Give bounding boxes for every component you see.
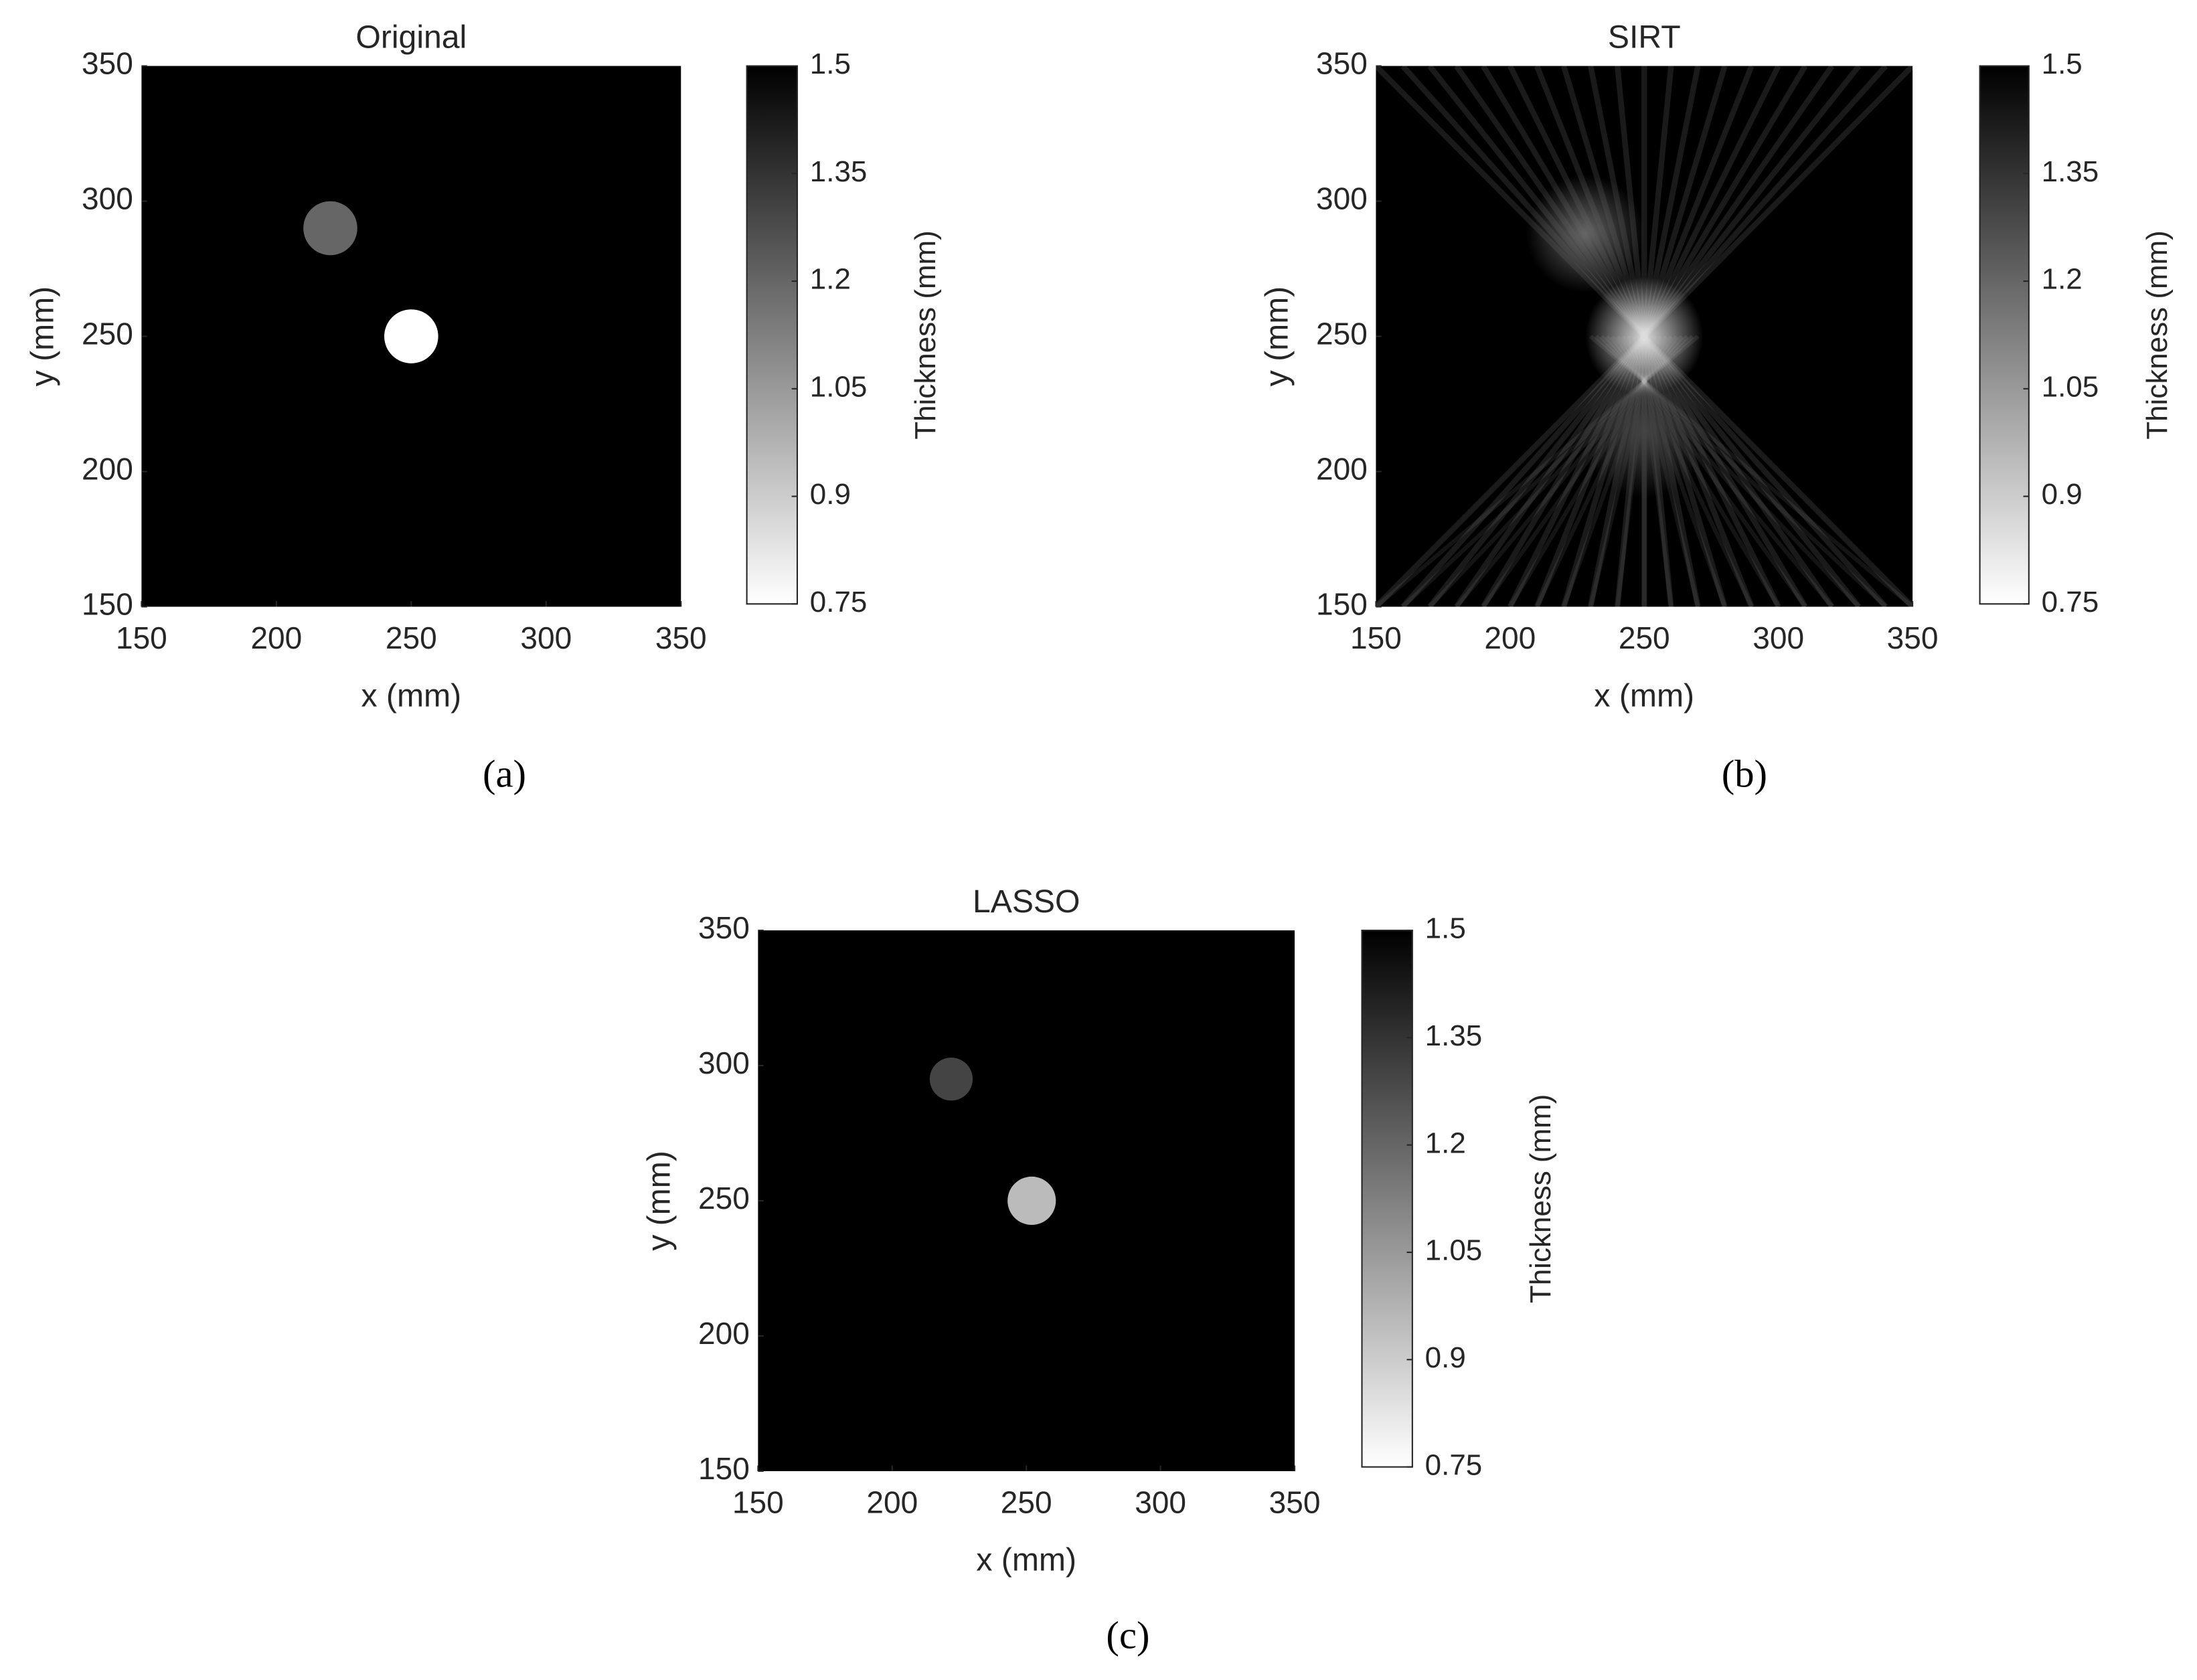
colorbar-tick-label: 1.35 — [2042, 155, 2099, 188]
y-axis-label: y (mm) — [25, 286, 61, 387]
colorbar-label: Thickness (mm) — [909, 230, 942, 439]
colorbar-tick-label: 0.75 — [810, 586, 868, 618]
x-tick-label: 300 — [520, 620, 572, 655]
colorbar-tick-label: 0.75 — [2042, 586, 2099, 618]
x-tick-label: 350 — [1887, 620, 1939, 655]
panel: 150 200 250 300 350 150 200 250 300 350 SIRT x (mm)… — [1259, 19, 2174, 796]
y-tick-label: 300 — [82, 181, 133, 216]
x-tick-label: 250 — [386, 620, 437, 655]
x-tick-label: 200 — [250, 620, 302, 655]
colorbar-tick-label: 1.2 — [810, 263, 851, 296]
colorbar-tick-label: 1.2 — [2042, 263, 2083, 296]
colorbar — [1979, 65, 2030, 605]
colorbar-tick-label: 0.9 — [2042, 478, 2083, 511]
colorbar-tick-label: 1.05 — [2042, 370, 2099, 403]
colorbar-tick-label: 1.5 — [2042, 48, 2083, 80]
x-tick-label: 300 — [1135, 1485, 1186, 1519]
y-tick-label: 250 — [82, 317, 133, 351]
blob — [929, 1058, 973, 1101]
colorbar-tick-label: 1.5 — [1425, 912, 1466, 945]
blob — [1007, 1176, 1056, 1226]
y-tick-label: 200 — [82, 452, 133, 487]
colorbar — [746, 65, 799, 605]
x-axis-label: x (mm) — [976, 1542, 1076, 1578]
panel: 150 200 250 300 350 150 200 250 300 350 LASSO x (mm… — [641, 884, 1557, 1657]
colorbar-label: Thickness (mm) — [1524, 1094, 1557, 1303]
x-tick-label: 150 — [732, 1485, 784, 1519]
y-tick-label: 150 — [698, 1451, 750, 1486]
colorbar — [1361, 929, 1413, 1468]
x-axis-label: x (mm) — [1594, 677, 1694, 713]
colorbar-tick-label: 0.9 — [810, 478, 851, 511]
colorbar-tick-label: 1.05 — [1425, 1234, 1483, 1267]
colorbar-tick-label: 0.9 — [1425, 1341, 1466, 1374]
caption: (b) — [1722, 752, 1767, 795]
blob — [303, 201, 357, 256]
colorbar-tick-label: 0.75 — [1425, 1448, 1483, 1481]
blob — [1526, 174, 1645, 293]
y-tick-label: 200 — [1316, 452, 1368, 487]
panel: 150 200 250 300 350 150 200 250 300 350 Original x … — [25, 19, 943, 796]
y-tick-label: 200 — [698, 1316, 750, 1351]
y-tick-label: 350 — [82, 46, 133, 81]
y-tick-label: 350 — [698, 910, 750, 945]
heatmap-area — [1376, 66, 1913, 607]
y-tick-label: 300 — [698, 1045, 750, 1080]
y-tick-label: 250 — [698, 1181, 750, 1215]
x-tick-label: 350 — [655, 620, 707, 655]
colorbar-tick-label: 1.5 — [810, 48, 851, 80]
chart-title: LASSO — [973, 884, 1080, 920]
y-tick-label: 150 — [82, 587, 133, 622]
heatmap-area — [929, 1058, 1056, 1226]
y-axis-label: y (mm) — [641, 1151, 677, 1251]
colorbar-tick-label: 1.35 — [810, 155, 868, 188]
colorbar-tick-label: 1.35 — [1425, 1019, 1483, 1052]
y-axis-label: y (mm) — [1259, 286, 1295, 387]
blob — [1585, 277, 1704, 396]
x-tick-label: 200 — [1484, 620, 1536, 655]
y-tick-label: 250 — [1316, 317, 1368, 351]
x-tick-label: 150 — [116, 620, 167, 655]
x-tick-label: 150 — [1350, 620, 1402, 655]
x-tick-label: 250 — [1001, 1485, 1052, 1519]
x-tick-label: 250 — [1619, 620, 1670, 655]
x-tick-label: 200 — [866, 1485, 918, 1519]
x-tick-label: 300 — [1753, 620, 1804, 655]
chart-title: SIRT — [1608, 19, 1681, 56]
caption: (a) — [483, 752, 526, 795]
blob — [384, 309, 438, 363]
y-tick-label: 150 — [1316, 587, 1368, 622]
y-tick-label: 300 — [1316, 181, 1368, 216]
colorbar-tick-label: 1.05 — [810, 370, 868, 403]
x-axis-label: x (mm) — [361, 677, 461, 713]
x-tick-label: 350 — [1269, 1485, 1321, 1519]
heatmap-area — [303, 201, 438, 363]
blob — [1577, 363, 1712, 499]
y-tick-label: 350 — [1316, 46, 1368, 81]
colorbar-label: Thickness (mm) — [2141, 230, 2174, 439]
colorbar-tick-label: 1.2 — [1425, 1126, 1466, 1159]
chart-title: Original — [355, 19, 467, 56]
caption: (c) — [1106, 1614, 1149, 1657]
